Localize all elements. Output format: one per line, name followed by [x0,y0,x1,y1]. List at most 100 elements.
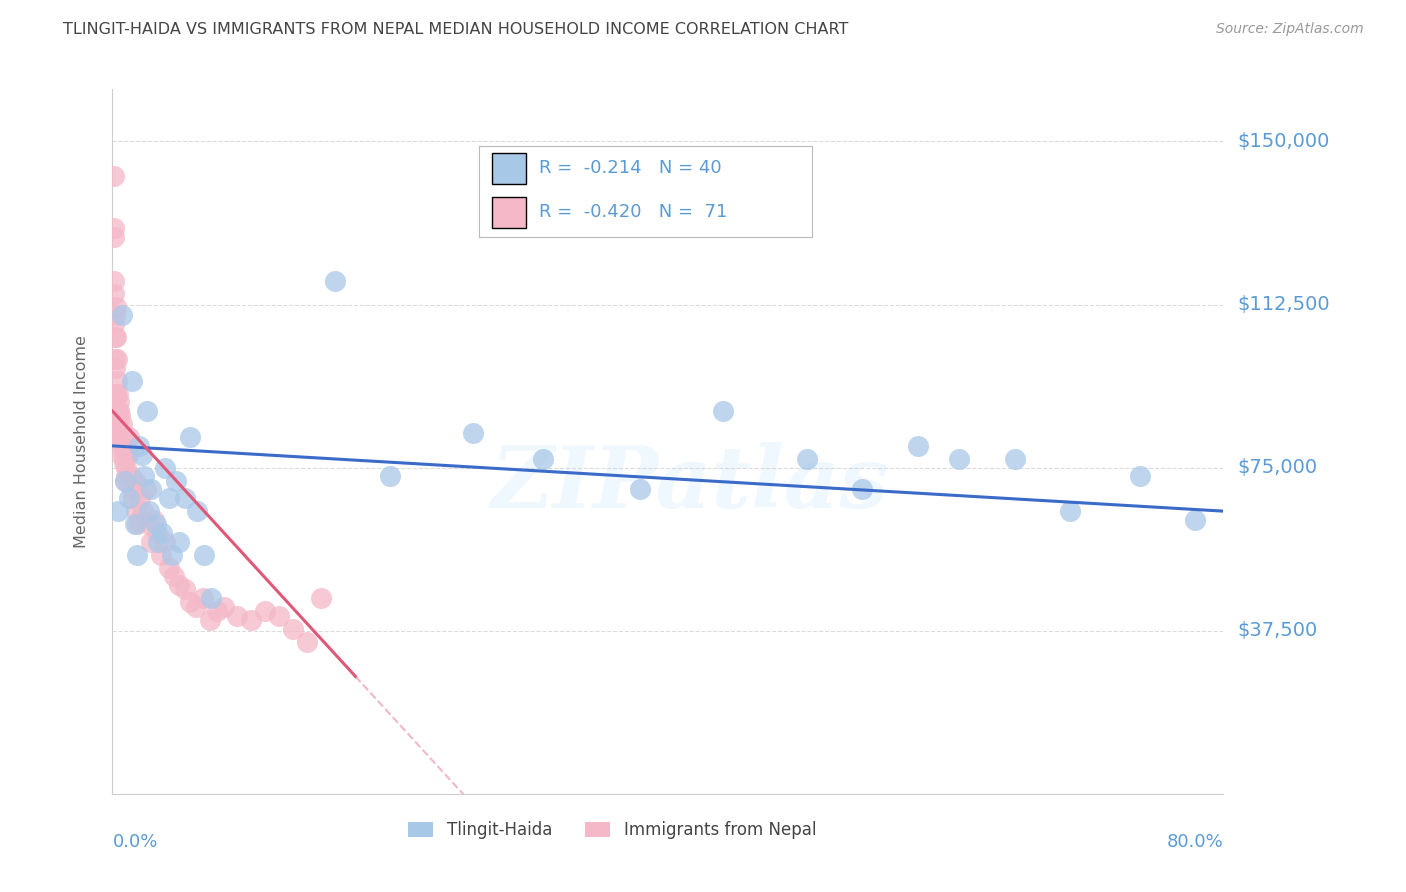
Point [122,491,145,505]
Point [104,309,127,323]
Point [193,548,215,562]
Text: TLINGIT-HAIDA VS IMMIGRANTS FROM NEPAL MEDIAN HOUSEHOLD INCOME CORRELATION CHART: TLINGIT-HAIDA VS IMMIGRANTS FROM NEPAL M… [63,22,849,37]
Point [114,474,136,488]
Y-axis label: Median Household Income: Median Household Income [75,335,89,548]
Point [1129,469,1152,483]
Point [713,404,735,418]
Point [184,599,207,614]
Text: $37,500: $37,500 [1237,621,1317,640]
Point [212,599,235,614]
Point [240,613,263,627]
Point [107,386,129,401]
Point [295,634,318,648]
Point [108,430,131,444]
Point [108,404,131,418]
Point [103,221,125,235]
Point [131,448,153,462]
Point [104,386,127,401]
Point [146,525,169,540]
Point [103,317,125,331]
Point [162,569,184,583]
Point [628,483,651,497]
Text: $150,000: $150,000 [1237,132,1330,151]
Point [114,460,136,475]
Point [155,534,177,549]
Point [118,430,141,444]
Point [112,456,135,470]
Point [150,548,173,562]
Point [103,286,125,301]
Point [132,504,155,518]
Point [103,169,125,184]
Point [160,548,183,562]
Point [380,469,402,483]
Point [167,534,190,549]
Point [851,483,873,497]
Point [114,474,136,488]
Point [120,469,142,483]
Point [141,483,163,497]
Point [796,452,818,467]
Point [107,395,129,409]
Point [1004,452,1026,467]
Point [129,491,152,505]
Point [104,386,127,401]
Point [186,504,208,518]
Point [135,483,157,497]
Point [118,491,141,505]
Point [108,409,131,423]
Point [127,548,149,562]
Point [105,404,128,418]
Point [463,425,485,440]
Point [155,460,177,475]
Point [267,608,291,623]
Point [143,513,166,527]
Point [110,417,132,431]
Point [948,452,970,467]
Point [103,351,125,366]
Point [531,452,554,467]
Point [107,417,129,431]
Point [173,582,195,597]
Point [111,439,134,453]
Point [179,430,201,444]
Point [138,517,160,532]
Point [127,517,149,532]
Point [110,448,132,462]
Point [148,534,170,549]
Legend: Tlingit-Haida, Immigrants from Nepal: Tlingit-Haida, Immigrants from Nepal [402,814,823,846]
Text: $75,000: $75,000 [1237,458,1317,477]
Point [165,474,187,488]
Point [112,448,135,462]
Point [124,517,146,532]
Point [103,330,125,344]
Point [117,448,139,462]
Point [281,622,304,636]
Point [105,409,128,423]
Point [105,421,128,435]
Point [191,591,214,606]
Point [125,504,148,518]
Point [121,374,143,388]
Point [104,360,127,375]
Point [157,491,180,505]
Point [205,604,228,618]
Point [104,330,127,344]
Point [167,578,190,592]
Point [105,374,128,388]
Point [173,491,195,505]
Point [136,404,159,418]
Point [1059,504,1081,518]
Text: Source: ZipAtlas.com: Source: ZipAtlas.com [1216,22,1364,37]
Point [115,469,138,483]
Point [309,591,332,606]
Point [323,274,346,288]
Point [134,469,156,483]
Text: 0.0%: 0.0% [112,832,157,851]
Point [103,274,125,288]
Point [145,517,167,532]
Point [1184,513,1206,527]
Point [179,595,201,609]
Point [138,504,160,518]
Point [105,351,128,366]
